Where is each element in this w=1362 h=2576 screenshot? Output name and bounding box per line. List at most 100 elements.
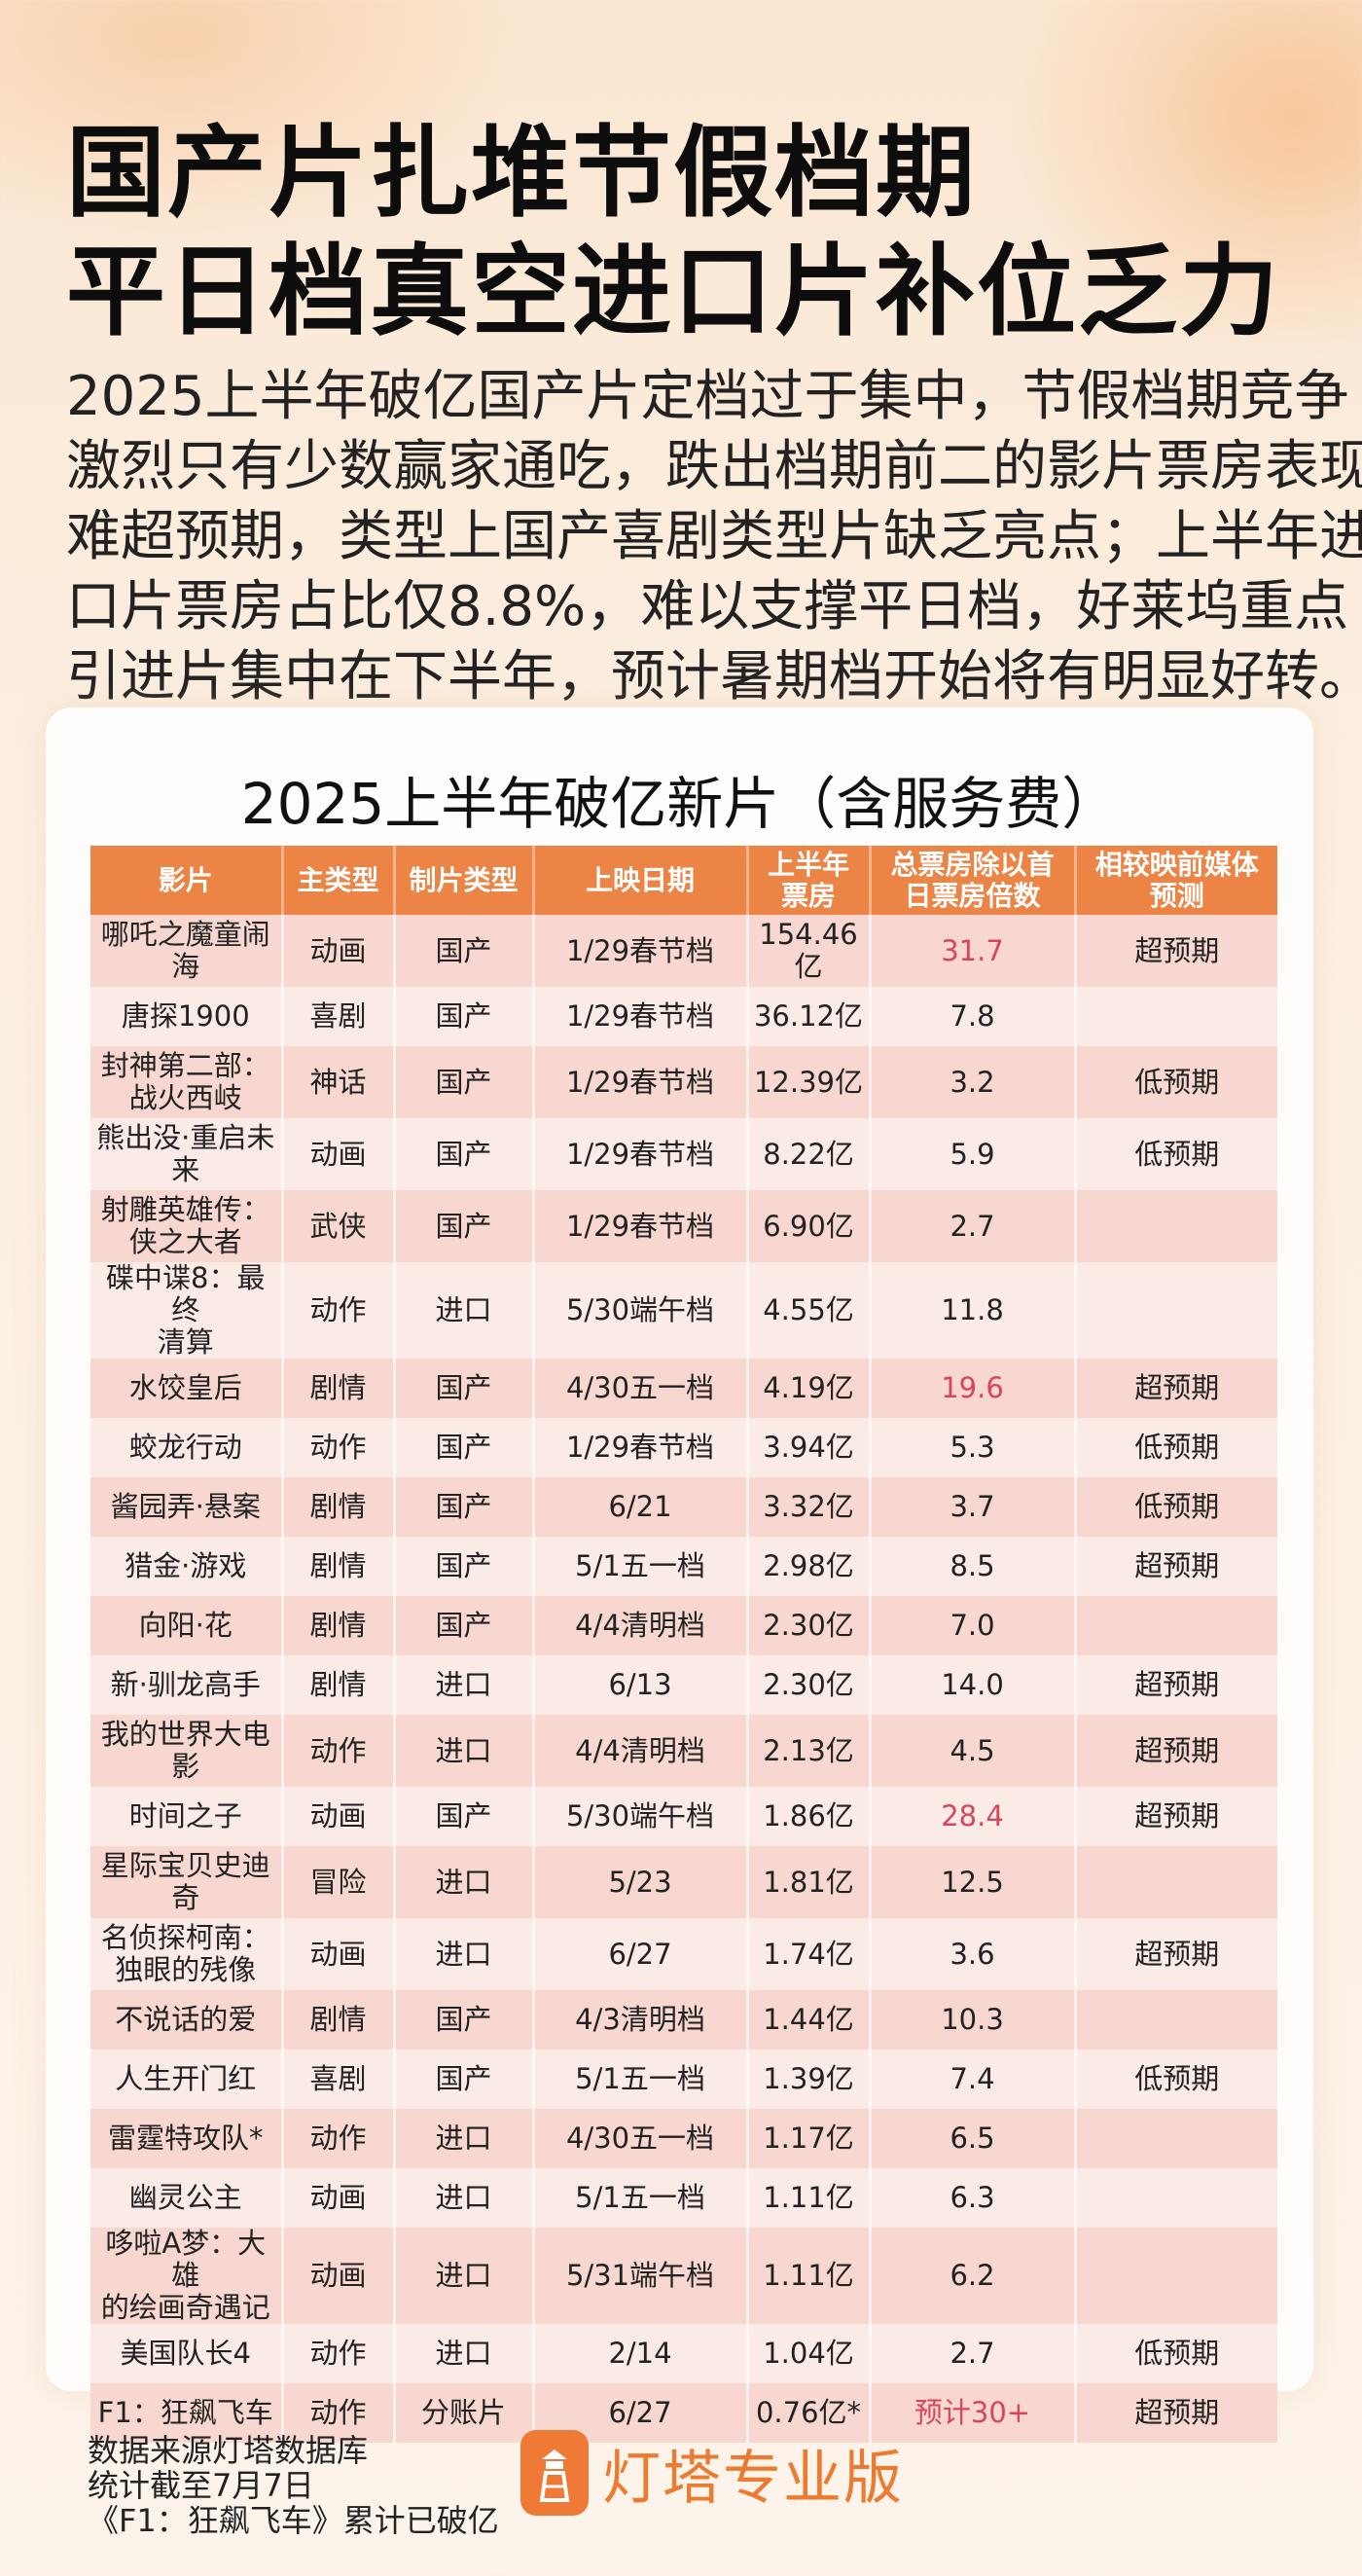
- box-office-cell: 1.11亿: [747, 2168, 872, 2228]
- genre-cell: 喜剧: [282, 2050, 396, 2109]
- f1-note: 《F1：狂飙飞车》累计已破亿: [88, 2502, 499, 2539]
- release-date-cell: 6/27: [533, 1918, 749, 1990]
- column-header: 上映日期: [533, 846, 749, 915]
- table-row: 星际宝贝史迪 奇冒险 进口 5/23 1.81亿 12.5: [90, 1846, 1277, 1918]
- film-name-cell: 不说话的爱: [90, 1990, 284, 2050]
- release-date-cell: 4/4清明档: [533, 1596, 749, 1655]
- table-row: 美国队长4 动作 进口 2/14 1.04亿 2.7 低预期: [90, 2324, 1277, 2383]
- film-name-cell: 唐探1900: [90, 987, 284, 1046]
- film-name-cell: 射雕英雄传： 侠之大者: [90, 1190, 284, 1262]
- table-row: 哆啦A梦：大雄 的绘画奇遇记 动画 进口 5/31端午档 1.11亿 6.2: [90, 2228, 1277, 2324]
- multiple-cell: 4.5: [870, 1715, 1077, 1787]
- forecast-cell: 超预期: [1075, 915, 1277, 987]
- source-note: 数据来源灯塔数据库: [88, 2432, 369, 2469]
- film-name-cell: 新·驯龙高手: [90, 1655, 284, 1715]
- multiple-cell: 6.2: [870, 2228, 1077, 2324]
- genre-cell: 动作: [282, 1715, 396, 1787]
- release-date-cell: 1/29春节档: [533, 1118, 749, 1190]
- forecast-cell: 超预期: [1075, 1537, 1277, 1596]
- release-date-cell: 4/4清明档: [533, 1715, 749, 1787]
- multiple-cell: 3.2: [870, 1046, 1077, 1118]
- box-office-cell: 2.30亿: [747, 1596, 872, 1655]
- film-name-cell: 蛟龙行动: [90, 1418, 284, 1477]
- multiple-cell: 11.8: [870, 1262, 1077, 1359]
- lighthouse-icon: [520, 2430, 589, 2516]
- genre-cell: 武侠: [282, 1190, 396, 1262]
- forecast-cell: 低预期: [1075, 1046, 1277, 1118]
- table-row: 碟中谍8：最终 清算 动作 进口 5/30端午档 4.55亿 11.8: [90, 1262, 1277, 1359]
- production-type-cell: 国产: [394, 1787, 535, 1846]
- production-type-cell: 国产: [394, 1477, 535, 1537]
- forecast-cell: 超预期: [1075, 2383, 1277, 2443]
- film-name-cell: 星际宝贝史迪 奇: [90, 1846, 284, 1918]
- multiple-cell: 3.7: [870, 1477, 1077, 1537]
- forecast-cell: 超预期: [1075, 1715, 1277, 1787]
- forecast-cell: 低预期: [1075, 1418, 1277, 1477]
- date-note: 统计截至7月7日: [88, 2467, 314, 2504]
- forecast-cell: 超预期: [1075, 1787, 1277, 1846]
- film-name-cell: 向阳·花: [90, 1596, 284, 1655]
- production-type-cell: 国产: [394, 1046, 535, 1118]
- genre-cell: 动作: [282, 2324, 396, 2383]
- multiple-cell: 7.0: [870, 1596, 1077, 1655]
- production-type-cell: 进口: [394, 2168, 535, 2228]
- table-row: 哪吒之魔童闹 海动画 国产 1/29春节档 154.46亿 31.7 超预期: [90, 915, 1277, 987]
- headline: 国产片扎堆节假档期 平日档真空进口片补位乏力: [66, 115, 1280, 352]
- genre-cell: 动作: [282, 1262, 396, 1359]
- film-name-cell: 名侦探柯南： 独眼的残像: [90, 1918, 284, 1990]
- table-row: 时间之子 动画 国产 5/30端午档 1.86亿 28.4 超预期: [90, 1787, 1277, 1846]
- table-row: 酱园弄·悬案 剧情 国产 6/21 3.32亿 3.7 低预期: [90, 1477, 1277, 1537]
- film-name-cell: 哆啦A梦：大雄 的绘画奇遇记: [90, 2228, 284, 2324]
- film-name-cell: 猎金·游戏: [90, 1537, 284, 1596]
- film-name-cell: 美国队长4: [90, 2324, 284, 2383]
- production-type-cell: 进口: [394, 2228, 535, 2324]
- box-office-cell: 1.39亿: [747, 2050, 872, 2109]
- intro-paragraph: 2025上半年破亿国产片定档过于集中，节假档期竞争 激烈只有少数赢家通吃，跌出档…: [66, 362, 1362, 712]
- film-name-cell: F1：狂飙飞车: [90, 2383, 284, 2443]
- box-office-table: 影片 主类型 制片类型 上映日期 上半年 票房 总票房除以首 日票房倍数 相较映前媒体 预测…: [90, 846, 1277, 2443]
- production-type-cell: 国产: [394, 1359, 535, 1418]
- forecast-cell: 超预期: [1075, 1918, 1277, 1990]
- column-header: 影片: [90, 846, 284, 915]
- brand-logo: 灯塔专业版: [520, 2430, 904, 2516]
- box-office-cell: 8.22亿: [747, 1118, 872, 1190]
- multiple-cell: 19.6: [870, 1359, 1077, 1418]
- film-name-cell: 时间之子: [90, 1787, 284, 1846]
- release-date-cell: 5/1五一档: [533, 2050, 749, 2109]
- film-name-cell: 哪吒之魔童闹 海: [90, 915, 284, 987]
- box-office-cell: 2.98亿: [747, 1537, 872, 1596]
- intro-line: 口片票房占比仅8.8%，难以支撑平日档，好莱坞重点: [66, 575, 1349, 638]
- forecast-cell: [1075, 1190, 1277, 1262]
- table-row: 水饺皇后 剧情 国产 4/30五一档 4.19亿 19.6 超预期: [90, 1359, 1277, 1418]
- forecast-cell: 低预期: [1075, 1477, 1277, 1537]
- production-type-cell: 国产: [394, 1990, 535, 2050]
- box-office-cell: 4.55亿: [747, 1262, 872, 1359]
- table-row: 新·驯龙高手 剧情 进口 6/13 2.30亿 14.0 超预期: [90, 1655, 1277, 1715]
- multiple-cell: 28.4: [870, 1787, 1077, 1846]
- film-name-cell: 人生开门红: [90, 2050, 284, 2109]
- column-header: 制片类型: [394, 846, 535, 915]
- production-type-cell: 进口: [394, 1262, 535, 1359]
- table-row: 猎金·游戏 剧情 国产 5/1五一档 2.98亿 8.5 超预期: [90, 1537, 1277, 1596]
- multiple-cell: 31.7: [870, 915, 1077, 987]
- forecast-cell: [1075, 2228, 1277, 2324]
- production-type-cell: 进口: [394, 2109, 535, 2168]
- table-row: 向阳·花 剧情 国产 4/4清明档 2.30亿 7.0: [90, 1596, 1277, 1655]
- film-name-cell: 我的世界大电 影: [90, 1715, 284, 1787]
- production-type-cell: 国产: [394, 1418, 535, 1477]
- release-date-cell: 1/29春节档: [533, 1046, 749, 1118]
- film-name-cell: 熊出没·重启未 来: [90, 1118, 284, 1190]
- production-type-cell: 国产: [394, 987, 535, 1046]
- production-type-cell: 国产: [394, 2050, 535, 2109]
- genre-cell: 动画: [282, 2168, 396, 2228]
- genre-cell: 剧情: [282, 1477, 396, 1537]
- multiple-cell: 6.3: [870, 2168, 1077, 2228]
- box-office-cell: 36.12亿: [747, 987, 872, 1046]
- release-date-cell: 2/14: [533, 2324, 749, 2383]
- forecast-cell: [1075, 1262, 1277, 1359]
- film-name-cell: 酱园弄·悬案: [90, 1477, 284, 1537]
- release-date-cell: 6/21: [533, 1477, 749, 1537]
- genre-cell: 动作: [282, 2109, 396, 2168]
- headline-line-2: 平日档真空进口片补位乏力: [66, 235, 1280, 350]
- box-office-cell: 0.76亿*: [747, 2383, 872, 2443]
